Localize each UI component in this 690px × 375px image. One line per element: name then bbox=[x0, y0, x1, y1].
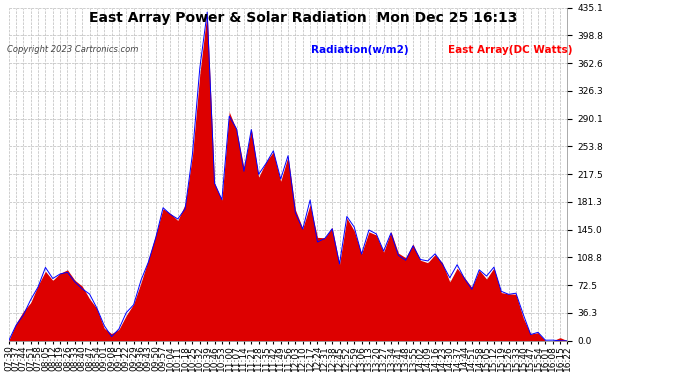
Text: Copyright 2023 Cartronics.com: Copyright 2023 Cartronics.com bbox=[7, 45, 138, 54]
Text: East Array Power & Solar Radiation  Mon Dec 25 16:13: East Array Power & Solar Radiation Mon D… bbox=[90, 11, 518, 25]
Text: East Array(DC Watts): East Array(DC Watts) bbox=[448, 45, 573, 55]
Text: Radiation(w/m2): Radiation(w/m2) bbox=[310, 45, 408, 55]
